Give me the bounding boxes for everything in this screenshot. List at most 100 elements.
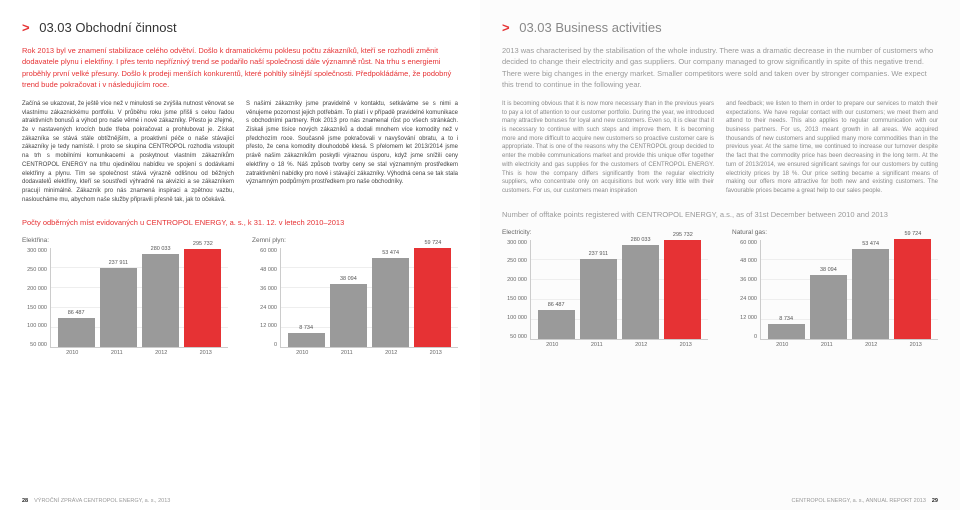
bar-wrap: 8 734 xyxy=(288,325,325,348)
bar-wrap: 53 474 xyxy=(852,241,889,338)
bars-zone: 8 73438 09453 47459 724 xyxy=(760,240,938,340)
chart-gas-cz: Zemní plyn: 60 00048 00036 00024 00012 0… xyxy=(252,237,458,356)
body-columns-en: It is becoming obvious that it is now mo… xyxy=(502,100,938,196)
bar-value-label: 38 094 xyxy=(340,276,357,282)
bar xyxy=(894,239,931,339)
bar-wrap: 86 487 xyxy=(58,310,95,347)
bar xyxy=(580,259,617,338)
bar-wrap: 295 732 xyxy=(184,241,221,348)
bar-wrap: 59 724 xyxy=(414,240,451,348)
bar-value-label: 8 734 xyxy=(299,325,313,331)
x-tick: 2010 xyxy=(280,348,325,356)
y-tick: 36 000 xyxy=(740,277,757,283)
y-tick: 150 000 xyxy=(27,305,47,311)
bar-wrap: 59 724 xyxy=(894,231,931,339)
bar-value-label: 280 033 xyxy=(151,246,171,252)
charts-row-cz: Elektřina: 300 000250 000200 000150 0001… xyxy=(22,237,458,356)
x-tick: 2012 xyxy=(619,340,664,348)
charts-row-en: Electricity: 300 000250 000200 000150 00… xyxy=(502,229,938,348)
y-tick: 250 000 xyxy=(27,267,47,273)
bar-value-label: 86 487 xyxy=(548,302,565,308)
x-tick: 2010 xyxy=(50,348,95,356)
x-tick: 2013 xyxy=(184,348,229,356)
chevron-icon: > xyxy=(502,20,510,35)
bar-value-label: 237 911 xyxy=(589,251,608,257)
page-number: 28 xyxy=(22,498,28,504)
body-columns-cz: Začíná se ukazovat, že ještě více než v … xyxy=(22,100,458,204)
body-col1: It is becoming obvious that it is now mo… xyxy=(502,100,714,196)
bar-value-label: 280 033 xyxy=(631,237,651,243)
y-axis: 300 000250 000200 000150 000100 00050 00… xyxy=(22,248,50,348)
bar-value-label: 8 734 xyxy=(779,316,793,322)
lead-paragraph-cz: Rok 2013 byl ve znamení stabilizace celé… xyxy=(22,45,458,90)
bar xyxy=(664,240,701,339)
bar xyxy=(58,318,95,347)
x-tick: 2012 xyxy=(849,340,894,348)
x-tick: 2010 xyxy=(530,340,575,348)
bar-value-label: 295 732 xyxy=(673,232,693,238)
x-tick: 2011 xyxy=(805,340,850,348)
bar xyxy=(142,254,179,347)
y-tick: 24 000 xyxy=(260,305,277,311)
y-axis: 300 000250 000200 000150 000100 00050 00… xyxy=(502,240,530,340)
y-tick: 12 000 xyxy=(740,315,757,321)
chart-electricity-cz: Elektřina: 300 000250 000200 000150 0001… xyxy=(22,237,228,356)
y-tick: 50 000 xyxy=(510,334,527,340)
bar-wrap: 38 094 xyxy=(330,276,367,347)
bar-value-label: 59 724 xyxy=(904,231,921,237)
y-tick: 50 000 xyxy=(30,342,47,348)
bar-value-label: 53 474 xyxy=(382,250,399,256)
bar xyxy=(372,258,409,347)
bar-wrap: 280 033 xyxy=(142,246,179,347)
y-tick: 36 000 xyxy=(260,286,277,292)
y-tick: 12 000 xyxy=(260,323,277,329)
section-number: 03.03 xyxy=(39,20,72,35)
footer-left: 28 VÝROČNÍ ZPRÁVA CENTROPOL ENERGY, a. s… xyxy=(22,498,170,504)
y-tick: 150 000 xyxy=(507,296,527,302)
body-col2: and feedback; we listen to them in order… xyxy=(726,100,938,196)
bar xyxy=(538,310,575,339)
chart-caption-cz: Počty odběrných míst evidovaných u CENTR… xyxy=(22,218,458,227)
x-tick: 2013 xyxy=(414,348,459,356)
footer-text: VÝROČNÍ ZPRÁVA CENTROPOL ENERGY, a. s., … xyxy=(34,498,170,504)
bar xyxy=(184,249,221,348)
bar xyxy=(852,249,889,338)
section-title: Business activities xyxy=(555,20,661,35)
section-title: Obchodní činnost xyxy=(75,20,176,35)
bar-value-label: 237 911 xyxy=(109,260,128,266)
bar-wrap: 8 734 xyxy=(768,316,805,339)
y-axis: 60 00048 00036 00024 00012 0000 xyxy=(252,248,280,348)
bar xyxy=(330,284,367,347)
footer-text: CENTROPOL ENERGY, a. s., ANNUAL REPORT 2… xyxy=(791,498,925,504)
x-axis: 2010201120122013 xyxy=(502,340,708,348)
section-number: 03.03 xyxy=(519,20,552,35)
x-tick: 2011 xyxy=(325,348,370,356)
y-tick: 300 000 xyxy=(507,240,527,246)
x-tick: 2013 xyxy=(894,340,939,348)
bars-zone: 86 487237 911280 033295 732 xyxy=(530,240,708,340)
y-tick: 48 000 xyxy=(740,258,757,264)
bar-value-label: 295 732 xyxy=(193,241,213,247)
bar xyxy=(288,333,325,348)
y-tick: 0 xyxy=(274,342,277,348)
y-axis: 60 00048 00036 00024 00012 0000 xyxy=(732,240,760,340)
y-tick: 0 xyxy=(754,334,757,340)
chart-gas-en: Natural gas: 60 00048 00036 00024 00012 … xyxy=(732,229,938,348)
x-tick: 2012 xyxy=(369,348,414,356)
x-axis: 2010201120122013 xyxy=(732,340,938,348)
bar-wrap: 86 487 xyxy=(538,302,575,339)
lead-paragraph-en: 2013 was characterised by the stabilisat… xyxy=(502,45,938,90)
bar-wrap: 38 094 xyxy=(810,267,847,338)
bars-zone: 86 487237 911280 033295 732 xyxy=(50,248,228,348)
y-tick: 300 000 xyxy=(27,248,47,254)
x-tick: 2010 xyxy=(760,340,805,348)
bar xyxy=(622,245,659,338)
x-tick: 2011 xyxy=(575,340,620,348)
bar-value-label: 86 487 xyxy=(68,310,85,316)
bar xyxy=(414,248,451,348)
bar-value-label: 59 724 xyxy=(424,240,441,246)
y-tick: 100 000 xyxy=(27,323,47,329)
bar xyxy=(810,275,847,338)
x-axis: 2010201120122013 xyxy=(252,348,458,356)
chart-caption-en: Number of offtake points registered with… xyxy=(502,210,938,219)
